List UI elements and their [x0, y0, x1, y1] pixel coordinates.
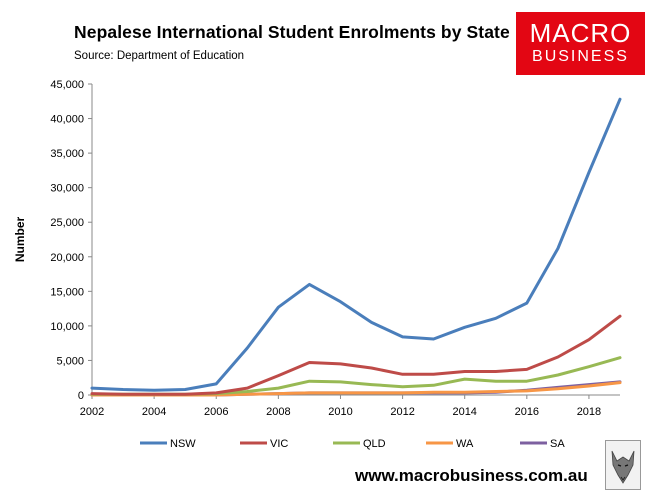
legend-label-nsw: NSW — [170, 438, 196, 450]
y-tick-label: 40,000 — [50, 114, 84, 126]
chart-title: Nepalese International Student Enrolment… — [74, 22, 510, 42]
x-tick-label: 2004 — [142, 406, 166, 418]
x-tick-label: 2006 — [204, 406, 228, 418]
y-tick-label: 0 — [78, 390, 84, 402]
wolf-icon — [605, 440, 641, 490]
legend-label-sa: SA — [550, 438, 565, 450]
chart-subtitle: Source: Department of Education — [74, 50, 245, 62]
x-tick-label: 2014 — [452, 406, 476, 418]
logo-line-1: MACRO — [529, 18, 632, 48]
legend-label-vic: VIC — [270, 438, 288, 450]
x-tick-label: 2008 — [266, 406, 290, 418]
x-tick-label: 2010 — [328, 406, 352, 418]
x-tick-label: 2002 — [80, 406, 104, 418]
y-tick-label: 30,000 — [50, 183, 84, 195]
y-tick-label: 20,000 — [50, 252, 84, 264]
series-line-vic — [90, 314, 622, 396]
y-tick-label: 10,000 — [50, 321, 84, 333]
y-tick-label: 45,000 — [50, 79, 84, 91]
y-tick-label: 5,000 — [56, 355, 84, 367]
legend-label-wa: WA — [456, 438, 474, 450]
legend-label-qld: QLD — [363, 438, 386, 450]
website-url[interactable]: www.macrobusiness.com.au — [355, 466, 588, 485]
y-tick-label: 35,000 — [50, 148, 84, 160]
y-axis-title: Number — [13, 217, 27, 263]
x-tick-label: 2012 — [390, 406, 414, 418]
series-line-nsw — [90, 97, 622, 392]
logo-line-2: BUSINESS — [532, 48, 629, 65]
y-tick-label: 25,000 — [50, 217, 84, 229]
x-tick-label: 2016 — [515, 406, 539, 418]
x-tick-label: 2018 — [577, 406, 601, 418]
macrobusiness-logo: MACRO BUSINESS — [516, 12, 645, 75]
y-tick-label: 15,000 — [50, 286, 84, 298]
